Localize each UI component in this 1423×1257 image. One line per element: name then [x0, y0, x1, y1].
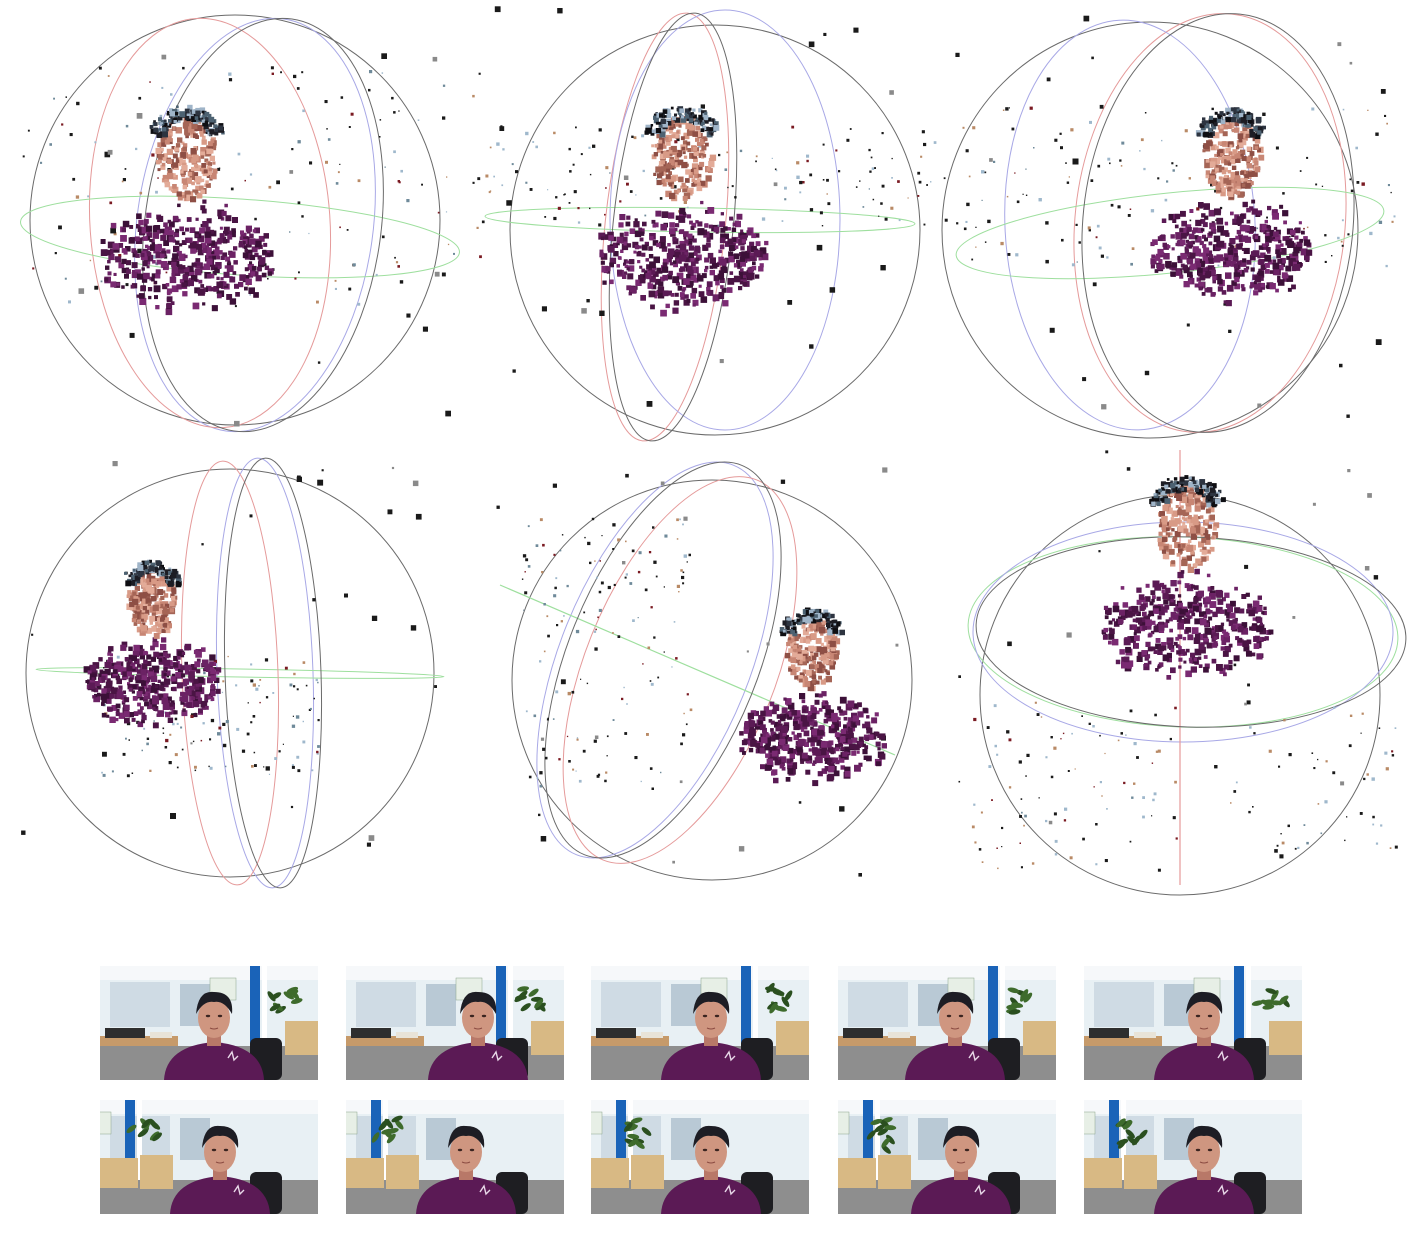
sphere-outline [511, 479, 913, 881]
orientation-ring [1004, 19, 1256, 431]
person-hair [196, 991, 233, 1014]
orientation-ring [536, 461, 774, 859]
person-face [945, 1132, 977, 1172]
person-hair [460, 991, 497, 1014]
video-frame [1084, 1100, 1302, 1214]
background-points [485, 6, 948, 407]
person-shirt [911, 1176, 1011, 1214]
orientation-ring [562, 476, 798, 864]
person-face [198, 998, 230, 1038]
orientation-ring [609, 9, 841, 431]
pointcloud-panel-4 [21, 457, 445, 889]
orientation-ring [223, 457, 323, 889]
video-frame [838, 1100, 1056, 1214]
orientation-ring [142, 17, 384, 433]
person-pointcloud [100, 104, 274, 316]
person-shirt [416, 1176, 516, 1214]
video-frame [591, 1100, 809, 1214]
person-hair [693, 991, 730, 1014]
person-face [450, 1132, 482, 1172]
orientation-ring [88, 17, 332, 429]
orientation-ring [608, 12, 738, 442]
video-frame [100, 1100, 318, 1214]
person-face [462, 998, 494, 1038]
person-face [204, 1132, 236, 1172]
person-hair [693, 1125, 730, 1148]
orientation-ring [20, 195, 460, 279]
person-shirt [1154, 1176, 1254, 1214]
pointcloud-panel-5 [496, 461, 913, 881]
video-frame [346, 1100, 564, 1214]
person-shirt [164, 1042, 264, 1080]
person-shirt [428, 1042, 528, 1080]
person-shirt [661, 1176, 761, 1214]
video-frame [100, 966, 318, 1080]
background-points [496, 467, 899, 877]
background-points [958, 450, 1398, 872]
orientation-ring [35, 667, 445, 679]
sphere-outline [25, 468, 435, 878]
person-face [1188, 998, 1220, 1038]
video-frame [838, 966, 1056, 1080]
person-hair [202, 1125, 239, 1148]
person-pointcloud [739, 607, 887, 787]
person-hair [943, 1125, 980, 1148]
video-frame [346, 966, 564, 1080]
person-hair [1186, 991, 1223, 1014]
person-face [695, 998, 727, 1038]
person-face [695, 1132, 727, 1172]
sphere-outline [509, 24, 921, 436]
person-shirt [905, 1042, 1005, 1080]
background-points [21, 461, 437, 847]
person-face [939, 998, 971, 1038]
orientation-ring [972, 521, 1394, 743]
orientation-ring [215, 457, 315, 889]
orientation-ring [544, 461, 782, 859]
video-frame [591, 966, 809, 1080]
person-pointcloud [1150, 107, 1313, 307]
orientation-ring [955, 186, 1385, 280]
person-hair [448, 1125, 485, 1148]
pointcloud-panel-1 [20, 14, 485, 433]
video-frame [1084, 966, 1302, 1080]
person-shirt [170, 1176, 270, 1214]
pointcloud-panel-2 [484, 6, 948, 442]
background-points [22, 53, 485, 427]
person-shirt [661, 1042, 761, 1080]
sphere-outline [941, 21, 1359, 439]
person-face [1188, 1132, 1220, 1172]
orientation-ring [134, 17, 376, 433]
person-pointcloud [598, 106, 769, 317]
person-pointcloud [83, 559, 222, 729]
person-shirt [1154, 1042, 1254, 1080]
person-hair [937, 991, 974, 1014]
orientation-ring [1081, 13, 1355, 433]
person-hair [1186, 1125, 1223, 1148]
orientation-ring [600, 12, 730, 442]
person-pointcloud [1101, 475, 1274, 680]
pointcloud-panel-3 [941, 13, 1396, 439]
pointcloud-panel-6 [958, 450, 1407, 896]
